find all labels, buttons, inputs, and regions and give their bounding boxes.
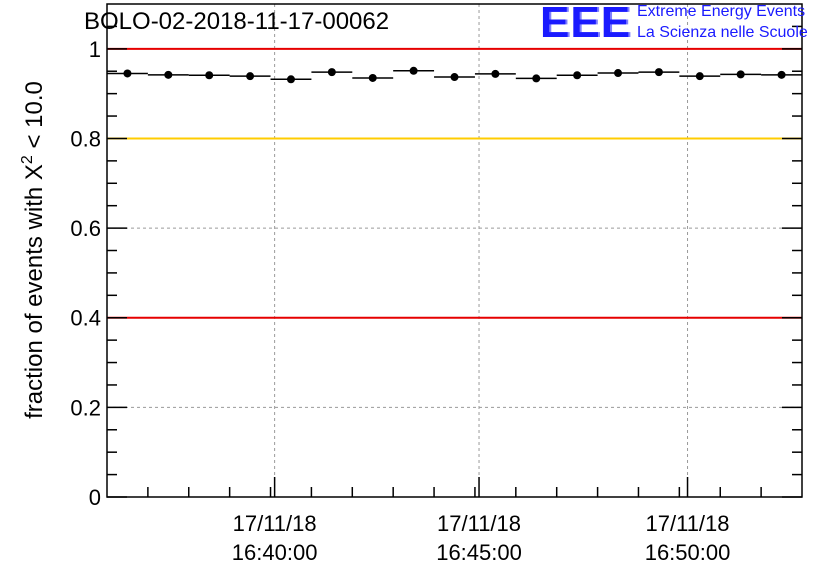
data-point <box>491 69 500 78</box>
data-point <box>368 73 377 82</box>
y-axis-label-symbol: X <box>21 164 48 181</box>
y-tick-label: 0.6 <box>70 216 101 241</box>
data-point <box>736 70 745 79</box>
y-tick-label: 0.4 <box>70 306 101 331</box>
x-tick-label-time: 16:50:00 <box>645 540 731 565</box>
data-point <box>695 72 704 81</box>
x-tick-label-time: 16:45:00 <box>436 540 522 565</box>
y-axis-label-exponent: 2 <box>19 155 36 165</box>
y-tick-label: 1 <box>89 37 101 62</box>
eee-logo: EEE Extreme Energy Events La Scienza nel… <box>540 0 830 48</box>
logo-mark: EEE <box>540 0 632 47</box>
y-tick-label: 0.8 <box>70 126 101 151</box>
data-point <box>450 73 459 82</box>
x-tick-label-date: 17/11/18 <box>646 511 730 536</box>
y-axis: 0 0.2 0.4 0.6 0.8 1 <box>70 25 802 510</box>
y-axis-label-prefix: fraction of events with <box>21 180 48 419</box>
data-points <box>107 66 802 84</box>
y-tick-label: 0 <box>89 485 101 510</box>
logo-line2: La Scienza nelle Scuole <box>637 24 808 41</box>
data-point <box>205 71 214 80</box>
x-tick-label-date: 17/11/18 <box>437 511 521 536</box>
y-tick-label: 0.2 <box>70 395 101 420</box>
data-point <box>123 69 132 78</box>
data-point <box>573 71 582 80</box>
data-point <box>246 72 255 81</box>
chart-title: BOLO-02-2018-11-17-00062 <box>84 8 390 35</box>
x-tick-label-time: 16:40:00 <box>232 540 318 565</box>
data-point <box>614 69 623 78</box>
data-point <box>654 68 663 77</box>
data-point <box>409 66 418 75</box>
data-point <box>532 74 541 83</box>
logo-line1: Extreme Energy Events <box>637 3 806 20</box>
data-point <box>286 75 295 84</box>
y-axis-label-suffix: < 10.0 <box>21 81 48 156</box>
data-point <box>164 70 173 79</box>
y-axis-label: fraction of events with X2 < 10.0 <box>19 40 50 460</box>
x-axis: 17/11/18 16:40:00 17/11/18 16:45:00 17/11/18… <box>147 477 762 565</box>
x-tick-label-date: 17/11/18 <box>233 511 317 536</box>
data-point <box>777 70 786 79</box>
reference-lines <box>107 47 802 319</box>
data-point <box>327 68 336 77</box>
